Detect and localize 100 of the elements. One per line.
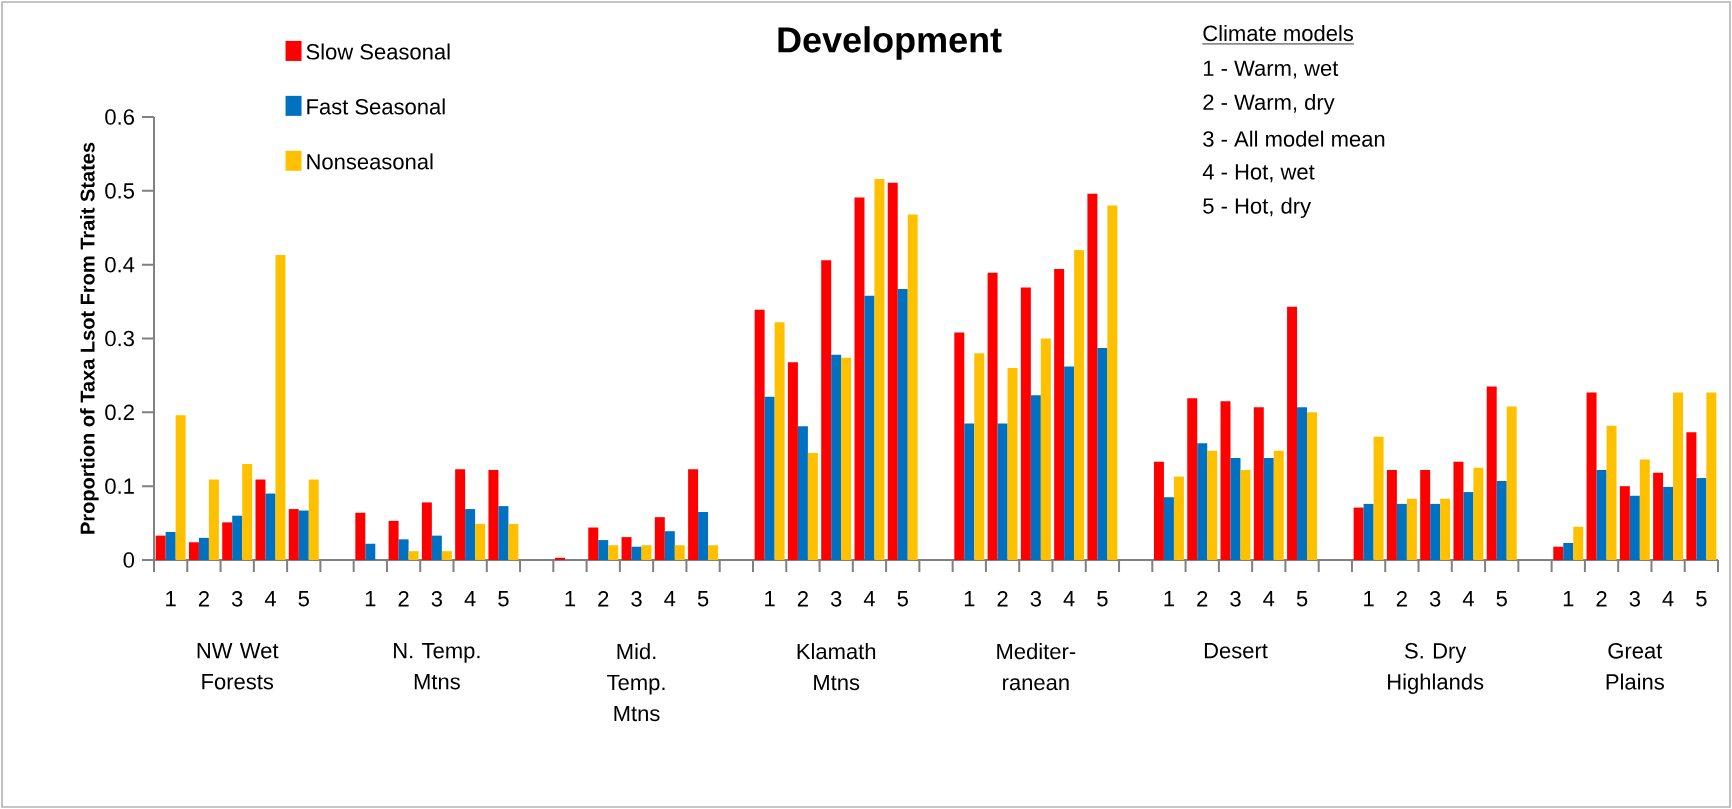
bar <box>232 515 243 560</box>
bar <box>288 509 299 560</box>
bar <box>188 542 199 560</box>
bar <box>355 512 366 560</box>
bar <box>1373 436 1384 560</box>
bar <box>1173 476 1184 560</box>
x-tick-label: 4 <box>664 591 676 607</box>
bar <box>1153 461 1164 560</box>
bar <box>222 522 233 560</box>
legend-label: Slow Seasonal <box>306 43 450 60</box>
x-tick-label: 5 <box>897 591 908 607</box>
bar <box>954 332 965 560</box>
bar <box>807 452 818 560</box>
bar <box>674 545 685 560</box>
x-tick-label: 3 <box>1629 591 1640 607</box>
bar <box>1496 481 1507 560</box>
text: Great Plains <box>1606 643 1664 690</box>
bar <box>441 551 452 560</box>
bar <box>1653 472 1664 560</box>
bar <box>1440 498 1451 560</box>
bar <box>1253 407 1264 560</box>
bar <box>588 527 599 560</box>
x-tick-label: 1 <box>1563 591 1574 607</box>
bar <box>654 517 665 560</box>
bar <box>308 479 319 560</box>
x-tick-label: 3 <box>231 591 243 607</box>
bar <box>797 426 808 560</box>
bar <box>1030 395 1041 560</box>
bar <box>787 362 798 560</box>
bar <box>997 423 1008 560</box>
bar <box>974 353 985 560</box>
bar <box>1007 368 1018 560</box>
bar <box>1040 338 1051 560</box>
bar <box>1273 450 1284 560</box>
bar <box>774 322 785 560</box>
bar <box>1054 269 1065 560</box>
legend-label: Fast Seasonal <box>307 98 445 115</box>
bar <box>554 557 565 560</box>
bar <box>864 295 875 560</box>
bar <box>1107 205 1118 560</box>
bar <box>907 214 918 560</box>
bar <box>664 531 675 560</box>
bar <box>831 354 842 560</box>
bar <box>1586 392 1597 560</box>
bar <box>1297 407 1308 560</box>
y-tick-label: 0.2 <box>105 404 134 421</box>
y-tick-label: 0.1 <box>105 478 134 494</box>
x-tick-label: 2 <box>198 591 209 607</box>
bar <box>1463 492 1474 560</box>
bar <box>408 551 419 560</box>
x-tick-label: 4 <box>1662 591 1674 607</box>
bar <box>475 523 486 560</box>
x-tick-label: 5 <box>498 591 509 607</box>
bar <box>1606 425 1617 560</box>
bar <box>175 415 186 560</box>
x-tick-label: 5 <box>1296 591 1308 607</box>
x-tick-label: 1 <box>1164 591 1174 607</box>
bar <box>1363 503 1374 560</box>
bar <box>1673 392 1684 560</box>
bar <box>1696 478 1707 560</box>
x-tick-label: 3 <box>1230 591 1241 607</box>
bar <box>1420 469 1431 560</box>
y-tick-label: 0.3 <box>105 330 134 347</box>
bar <box>1163 497 1174 560</box>
bar <box>1619 486 1630 560</box>
bar <box>688 469 699 560</box>
y-tick-label: 0.4 <box>105 256 135 273</box>
bar <box>1087 193 1098 560</box>
bar <box>1573 526 1584 560</box>
x-tick-label: 3 <box>1429 591 1441 607</box>
text: NW Wet Forests <box>197 643 279 690</box>
bar <box>631 546 642 560</box>
bar <box>887 182 898 560</box>
bar <box>1563 543 1574 560</box>
bar <box>764 396 775 560</box>
x-tick-label: 4 <box>464 591 476 607</box>
bar <box>1187 398 1198 560</box>
bar <box>1064 366 1075 560</box>
bar <box>1686 432 1697 560</box>
bar <box>1396 503 1407 560</box>
x-tick-label: 3 <box>830 591 842 607</box>
text: S. Dry Highlands <box>1388 643 1484 694</box>
bar <box>388 520 399 560</box>
bar <box>365 543 376 560</box>
text: Climate models <box>1203 24 1354 42</box>
bar <box>1230 458 1241 560</box>
bar <box>165 531 176 560</box>
annotation: 3 - All model mean <box>1203 130 1385 147</box>
bar <box>1486 386 1497 560</box>
x-tick-label: 5 <box>1496 591 1507 607</box>
bar <box>155 535 166 560</box>
x-tick-label: 2 <box>1596 591 1607 607</box>
text: Desert <box>1204 643 1268 659</box>
x-tick-label: 4 <box>264 591 276 607</box>
x-tick-label: 1 <box>1364 591 1374 607</box>
text: 1 - Warm, wet <box>1203 60 1339 79</box>
text: N. Temp. Mtns <box>394 643 480 690</box>
bar <box>465 509 476 560</box>
bar <box>1406 498 1417 560</box>
bar <box>1353 507 1364 560</box>
